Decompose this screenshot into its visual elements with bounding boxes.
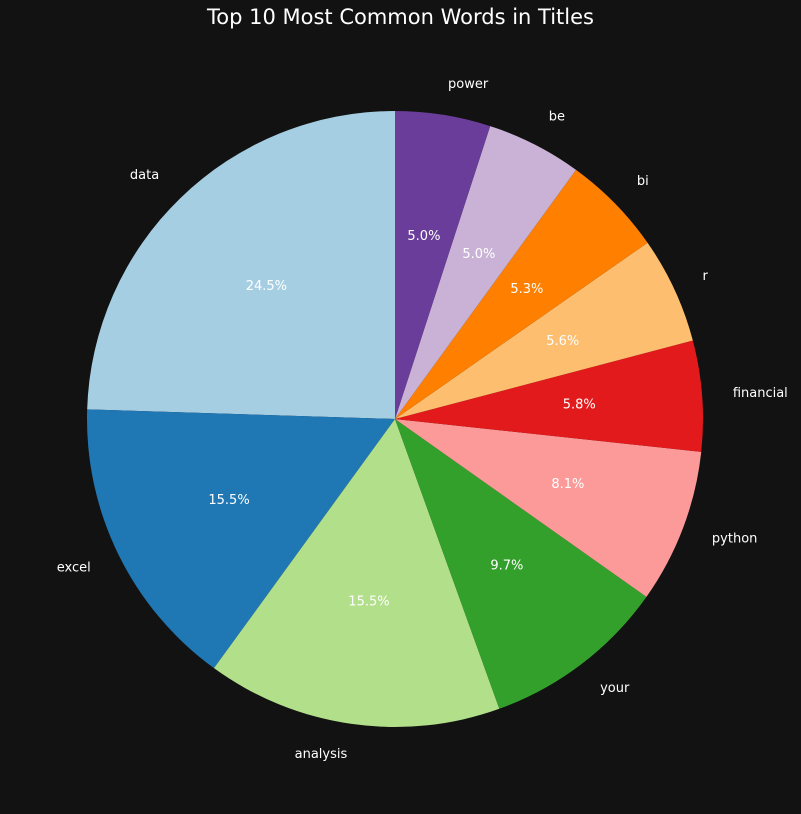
slice-label-analysis: analysis [295, 747, 348, 762]
slice-percent-excel: 15.5% [208, 493, 249, 508]
slice-label-be: be [549, 110, 565, 125]
slice-percent-bi: 5.3% [510, 282, 543, 297]
slice-label-financial: financial [733, 386, 788, 401]
pie-slice-python [395, 419, 702, 597]
slice-percent-be: 5.0% [462, 247, 495, 262]
pie-slice-analysis [213, 419, 500, 727]
slice-percent-data: 24.5% [246, 279, 287, 294]
slice-percent-power: 5.0% [407, 229, 440, 244]
slice-label-excel: excel [57, 561, 91, 576]
slice-percent-python: 8.1% [551, 477, 584, 492]
slice-label-power: power [448, 77, 489, 92]
slice-percent-your: 9.7% [490, 559, 523, 574]
slice-label-r: r [702, 269, 708, 284]
slice-label-data: data [130, 168, 159, 183]
pie-slice-r [395, 242, 693, 419]
pie-slice-power [395, 111, 491, 419]
slice-label-python: python [712, 531, 757, 546]
pie-slice-excel [86, 409, 395, 669]
chart-title: Top 10 Most Common Words in Titles [207, 5, 594, 29]
slice-percent-financial: 5.8% [563, 398, 596, 413]
pie-slice-your [395, 419, 647, 709]
pie-slice-bi [395, 169, 648, 419]
pie-slice-financial [395, 340, 704, 452]
pie-slice-data [87, 111, 395, 419]
pie-slice-be [395, 126, 577, 420]
slice-label-bi: bi [637, 174, 649, 189]
slice-label-your: your [600, 681, 630, 696]
slice-percent-analysis: 15.5% [348, 594, 389, 609]
slice-percent-r: 5.6% [546, 334, 579, 349]
